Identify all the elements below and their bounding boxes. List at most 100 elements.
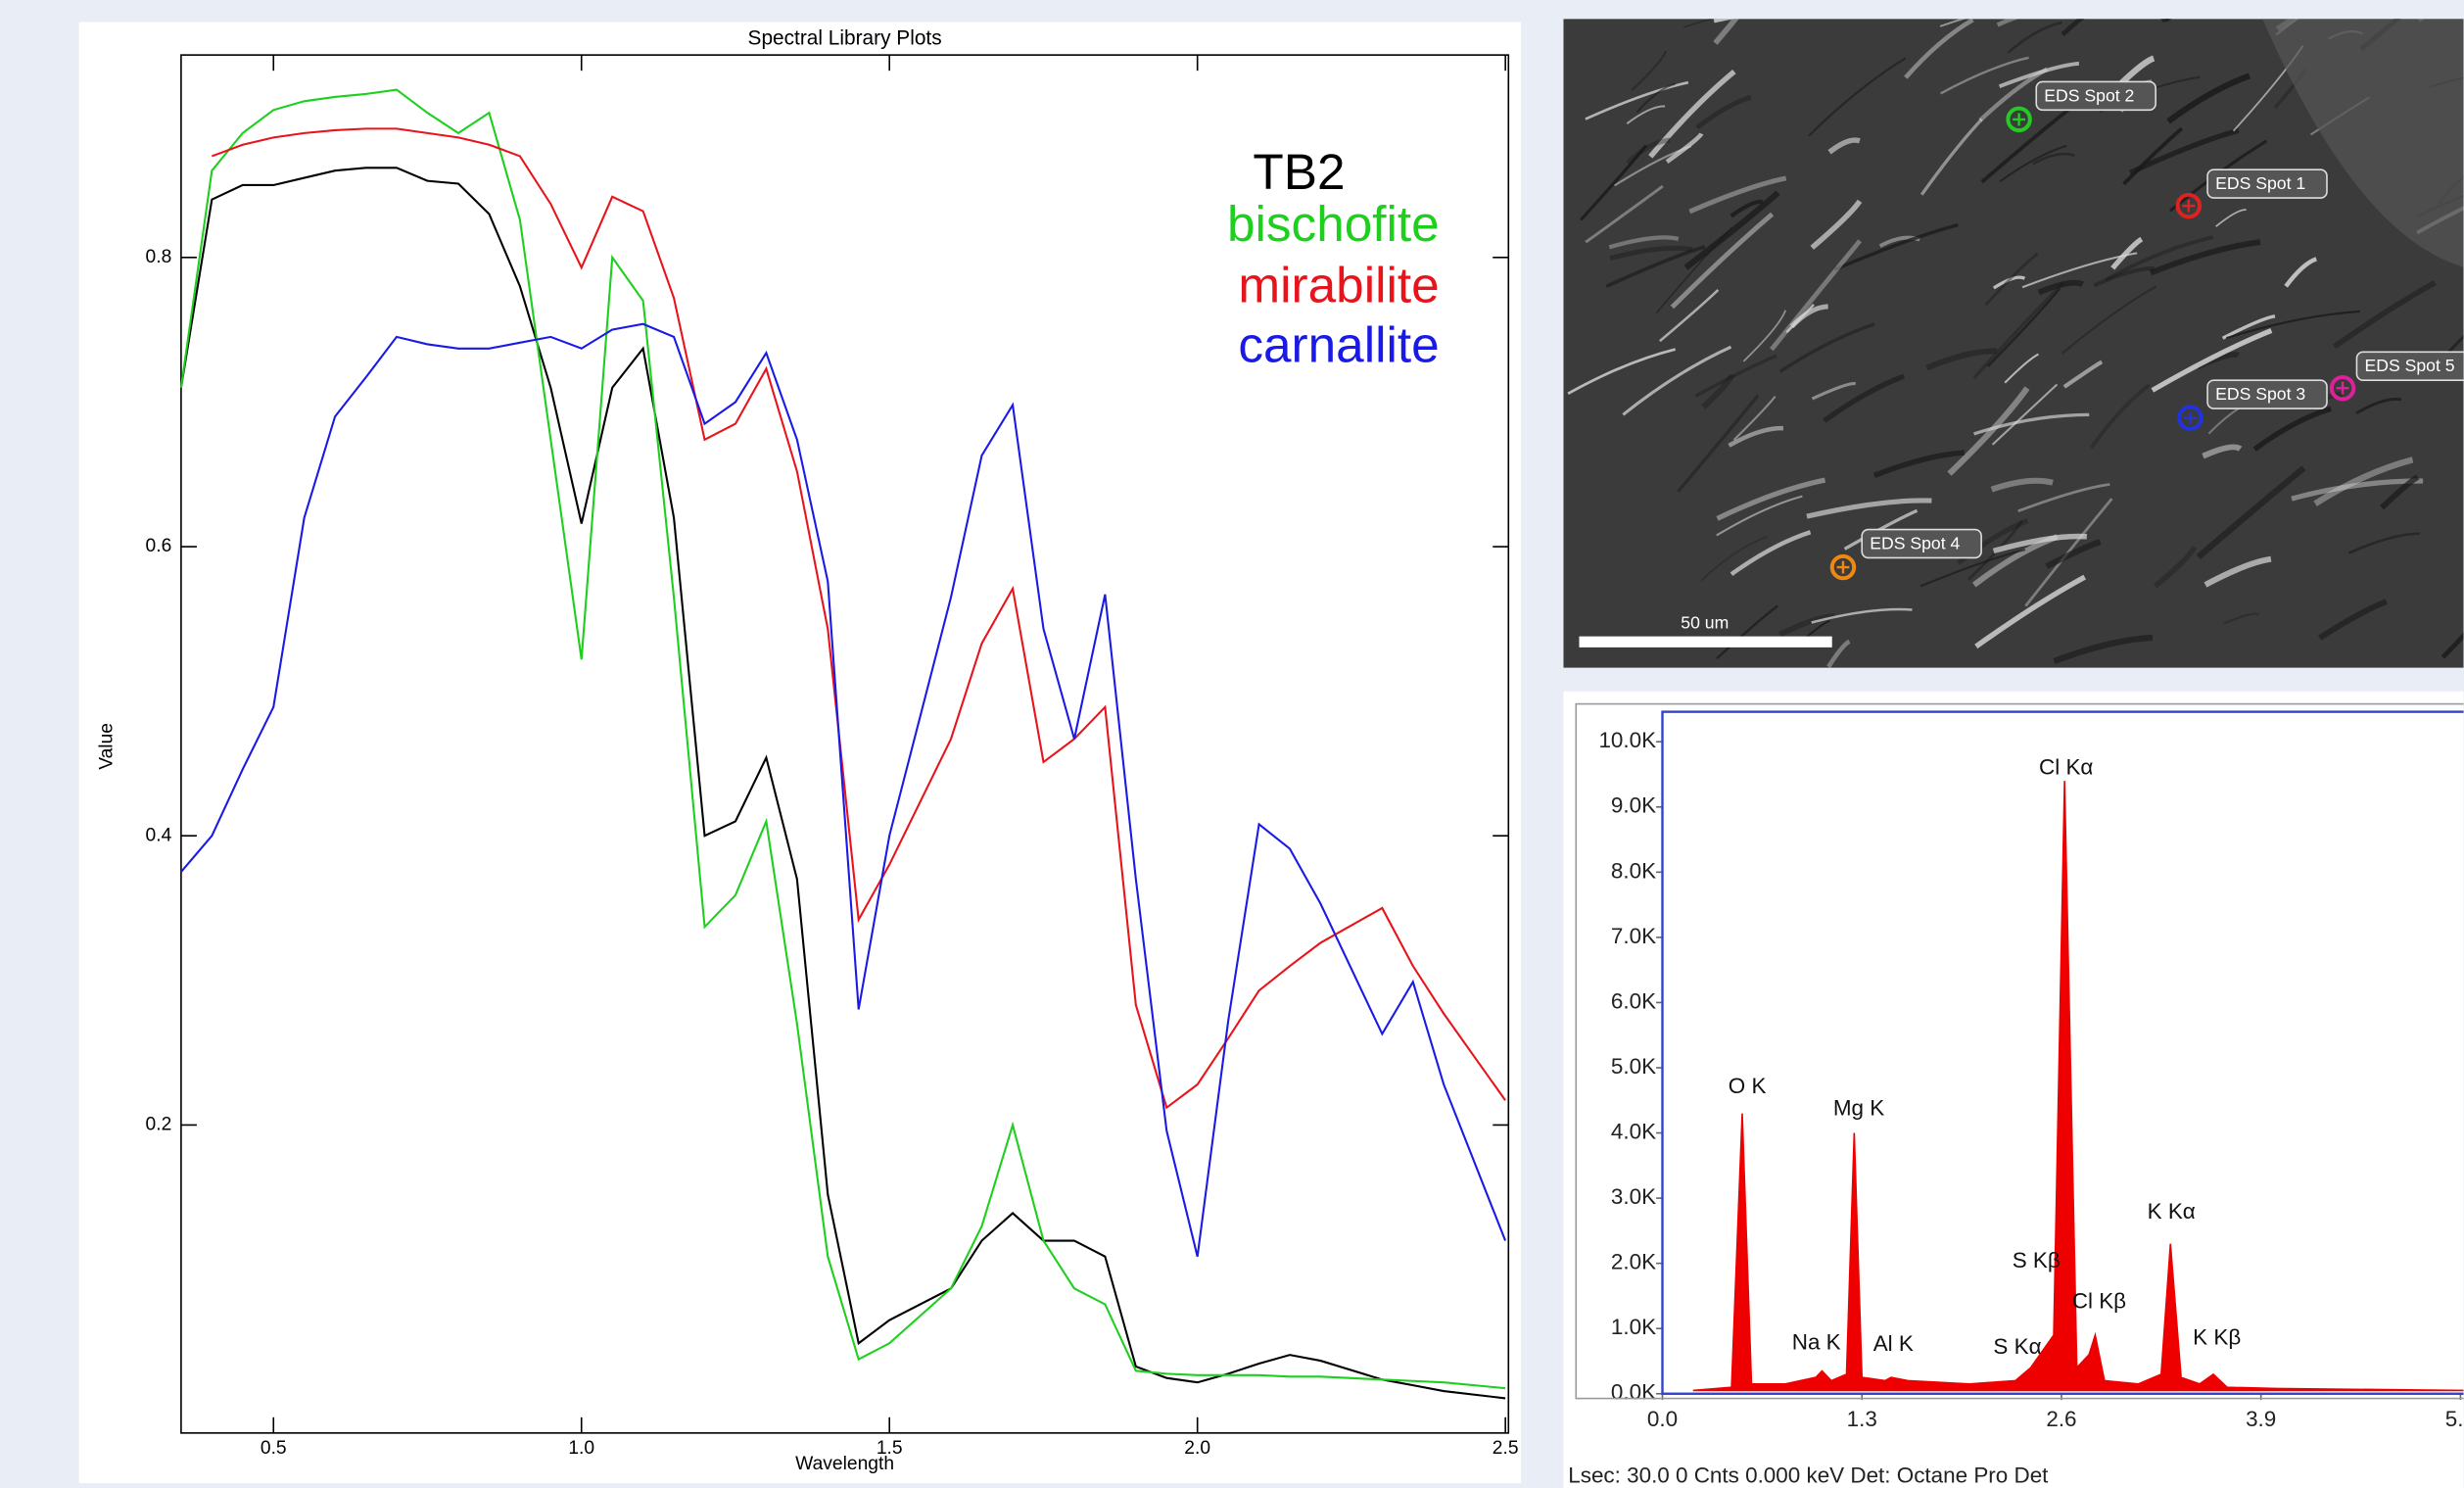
- sem-texture: [2024, 498, 2113, 607]
- peak-label: K Kβ: [2193, 1325, 2241, 1350]
- sem-texture: [2118, 55, 2156, 86]
- sem-texture: [2203, 555, 2272, 588]
- sem-texture: [2045, 539, 2102, 569]
- sem-texture: [2062, 360, 2104, 389]
- sem-texture: [2053, 634, 2154, 664]
- sem-texture: [1695, 95, 1752, 130]
- sem-texture: [1609, 245, 1693, 262]
- sem-texture: [2122, 126, 2184, 186]
- sem-texture: [1904, 19, 1974, 79]
- sem-texture: [1732, 395, 1777, 441]
- x-tick-label: 0.0: [1647, 1407, 1678, 1431]
- sem-texture: [1980, 105, 2073, 184]
- y-tick-label: 9.0K: [1611, 793, 1656, 818]
- spot-cross: [2013, 113, 2026, 126]
- spot-label-box: [2206, 379, 2328, 409]
- sem-texture: [1585, 184, 1664, 244]
- sem-texture: [1872, 450, 1965, 479]
- sem-texture: [2347, 532, 2420, 554]
- sem-texture: [2318, 599, 2388, 641]
- x-tick-label: 2.0: [1184, 1438, 1210, 1459]
- spot-cross: [2336, 381, 2349, 395]
- x-tick-label: 0.5: [261, 1438, 287, 1459]
- sem-texture: [2333, 280, 2437, 350]
- x-tick-label: 2.5: [1493, 1438, 1519, 1459]
- sem-texture: [1659, 288, 1720, 343]
- y-tick-label: 0.8: [146, 247, 172, 267]
- sem-texture: [1688, 175, 1787, 215]
- spectrum-area: [1692, 781, 2464, 1392]
- sem-texture: [2021, 252, 2138, 289]
- x-tick-label: 2.6: [2046, 1407, 2076, 1431]
- legend-entry: bischofite: [1227, 196, 1440, 252]
- sem-texture: [2355, 397, 2401, 415]
- x-tick-label: 1.5: [877, 1438, 903, 1459]
- sem-texture: [1811, 381, 1857, 401]
- y-tick-label: 8.0K: [1611, 858, 1656, 883]
- y-tick-label: 0.0K: [1611, 1380, 1656, 1405]
- spot-label: EDS Spot 2: [2044, 85, 2134, 105]
- sem-texture: [1778, 613, 1835, 638]
- sem-texture: [1701, 373, 1735, 409]
- sem-texture: [1996, 19, 2019, 27]
- sem-texture: [2160, 19, 2169, 24]
- spot-label-box: [2035, 80, 2156, 112]
- y-tick-label: 4.0K: [1611, 1119, 1656, 1143]
- peak-label: Na K: [1792, 1329, 1841, 1354]
- sem-texture: [2153, 546, 2198, 589]
- sem-texture: [1700, 535, 1768, 582]
- sem-texture: [1992, 275, 2026, 290]
- legend-entry: mirabilite: [1238, 258, 1439, 313]
- x-tick-label: 1.0: [568, 1438, 594, 1459]
- sem-texture: [1973, 412, 2090, 436]
- sem-texture: [1713, 19, 1735, 24]
- sem-texture: [1810, 199, 1863, 250]
- sem-texture: [2215, 209, 2247, 227]
- sem-texture: [1626, 137, 1671, 165]
- sem-texture: [1608, 235, 1680, 250]
- sem-texture: [1843, 508, 1919, 551]
- sem-texture: [2221, 314, 2276, 340]
- y-tick-label: 0.4: [146, 825, 172, 845]
- axes-box: [1575, 702, 2464, 1400]
- spot-cross: [2182, 199, 2196, 213]
- sem-texture: [1728, 425, 1784, 448]
- sem-texture: [1585, 80, 1689, 120]
- sem-texture: [1974, 574, 2087, 649]
- sem-texture: [1919, 118, 1983, 196]
- sem-texture: [2284, 257, 2318, 288]
- sem-texture: [1683, 190, 1780, 270]
- sem-texture: [2164, 19, 2172, 23]
- peak-label: K Kα: [2148, 1199, 2196, 1224]
- sem-shadow: [2262, 19, 2464, 267]
- spot-marker: [2006, 106, 2032, 133]
- sem-texture: [1998, 61, 2080, 89]
- sem-texture: [1990, 477, 2054, 493]
- series-line: [179, 88, 1506, 1390]
- peak-label: Cl Kα: [2039, 754, 2093, 779]
- sem-texture: [1635, 82, 1676, 114]
- sem-texture: [2313, 456, 2414, 506]
- plot-frame: [1661, 710, 2464, 1395]
- sem-texture: [2032, 152, 2075, 166]
- y-tick-label: 0.6: [146, 536, 172, 556]
- sem-texture: [2129, 127, 2240, 175]
- sem-texture: [2223, 612, 2259, 625]
- sem-texture: [2444, 334, 2464, 357]
- sem-texture: [2105, 235, 2214, 282]
- sem-texture: [1966, 519, 2024, 581]
- x-axis-label: Wavelength: [795, 1454, 894, 1474]
- sem-texture: [1730, 199, 1764, 218]
- plot-frame: [180, 54, 1510, 1434]
- sem-texture: [1992, 533, 2088, 554]
- sem-texture: [1811, 607, 1913, 624]
- sem-texture: [2037, 279, 2084, 296]
- sem-texture: [1730, 530, 1812, 576]
- sem-texture: [2007, 21, 2063, 54]
- y-axis-label: Value: [97, 723, 118, 770]
- sem-texture: [1648, 69, 1736, 159]
- scale-bar: [1579, 636, 1832, 648]
- sem-texture: [1808, 57, 1907, 137]
- spot-marker: [2329, 374, 2356, 402]
- sem-texture: [1694, 354, 1777, 398]
